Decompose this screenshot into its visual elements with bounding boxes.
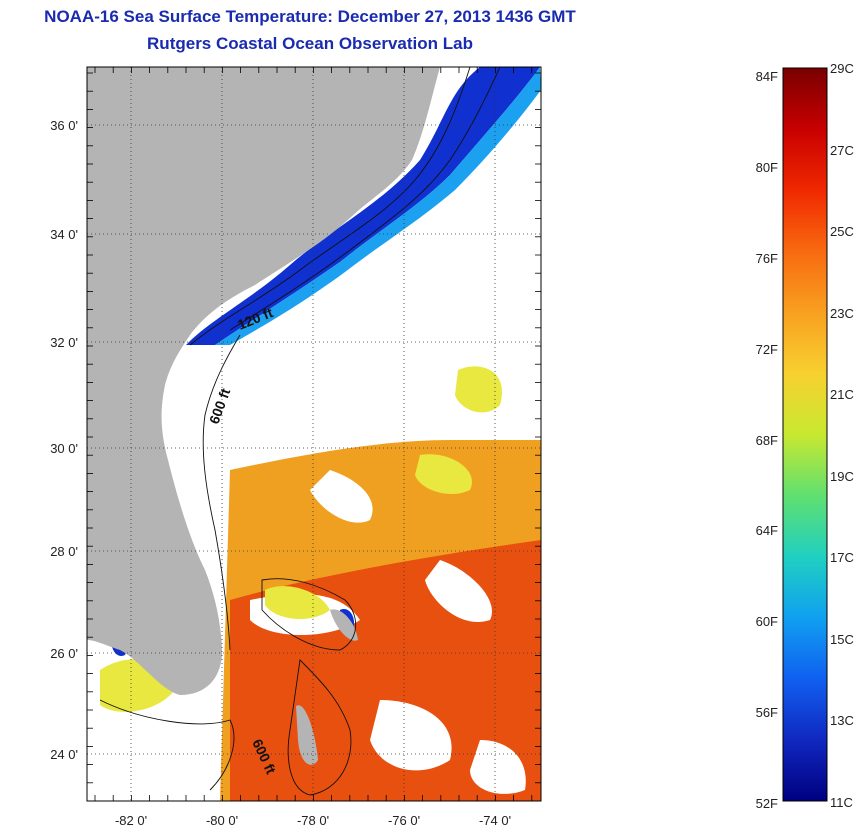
lon-tick-label: -78 0' <box>297 813 329 828</box>
fahrenheit-ticks: 84F 80F 76F 72F 68F 64F 60F 56F 52F <box>756 69 778 811</box>
f-tick-label: 60F <box>756 614 778 629</box>
lon-tick-label: -74 0' <box>479 813 511 828</box>
chart-subtitle: Rutgers Coastal Ocean Observation Lab <box>147 34 473 53</box>
c-tick-label: 13C <box>830 713 854 728</box>
bathymetry-contour <box>189 67 471 346</box>
f-tick-label: 72F <box>756 342 778 357</box>
lat-tick-label: 36 0' <box>50 118 78 133</box>
bathymetry-contour <box>229 67 501 331</box>
f-tick-label: 84F <box>756 69 778 84</box>
map-frame <box>86 66 542 802</box>
bathymetry-contour <box>99 699 235 791</box>
longitude-labels: -82 0' -80 0' -78 0' -76 0' -74 0' <box>115 813 511 828</box>
lat-tick-label: 28 0' <box>50 544 78 559</box>
bahamas-island <box>296 705 318 765</box>
f-tick-label: 56F <box>756 705 778 720</box>
lat-tick-label: 30 0' <box>50 441 78 456</box>
chart-title: NOAA-16 Sea Surface Temperature: Decembe… <box>44 7 576 26</box>
cloud-patch <box>470 740 526 794</box>
c-tick-label: 27C <box>830 143 854 158</box>
mild-water-patch <box>415 454 472 495</box>
c-tick-label: 17C <box>830 550 854 565</box>
cold-coastal-water <box>186 67 540 345</box>
lon-tick-label: -80 0' <box>206 813 238 828</box>
map-ticks <box>87 67 541 801</box>
lat-tick-label: 26 0' <box>50 646 78 661</box>
land-mass <box>87 67 440 695</box>
bathymetry-contour <box>287 659 352 796</box>
bathymetry-contour <box>202 334 241 651</box>
f-tick-label: 68F <box>756 433 778 448</box>
c-tick-label: 29C <box>830 61 854 76</box>
f-tick-label: 80F <box>756 160 778 175</box>
c-tick-label: 15C <box>830 632 854 647</box>
lon-tick-label: -82 0' <box>115 813 147 828</box>
lat-tick-label: 24 0' <box>50 747 78 762</box>
lat-tick-label: 32 0' <box>50 335 78 350</box>
bahamas-island <box>330 609 358 641</box>
c-tick-label: 11C <box>830 795 853 810</box>
c-tick-label: 19C <box>830 469 854 484</box>
cloud-patch <box>310 470 373 523</box>
c-tick-label: 25C <box>830 224 854 239</box>
latitude-labels: 36 0' 34 0' 32 0' 30 0' 28 0' 26 0' 24 0… <box>50 118 78 762</box>
cloud-patch <box>370 700 452 771</box>
cloud-patch <box>425 560 492 622</box>
f-tick-label: 52F <box>756 796 778 811</box>
f-tick-label: 76F <box>756 251 778 266</box>
mild-water-patch <box>265 586 330 620</box>
colorbar-bar <box>782 67 828 802</box>
celsius-ticks: 29C 27C 25C 23C 21C 19C 17C 15C 13C 11C <box>830 61 854 810</box>
f-tick-label: 64F <box>756 523 778 538</box>
c-tick-label: 23C <box>830 306 854 321</box>
c-tick-label: 21C <box>830 387 854 402</box>
mild-water-patch <box>455 366 502 413</box>
lat-tick-label: 34 0' <box>50 227 78 242</box>
lon-tick-label: -76 0' <box>388 813 420 828</box>
bathymetry-contour <box>261 578 357 651</box>
